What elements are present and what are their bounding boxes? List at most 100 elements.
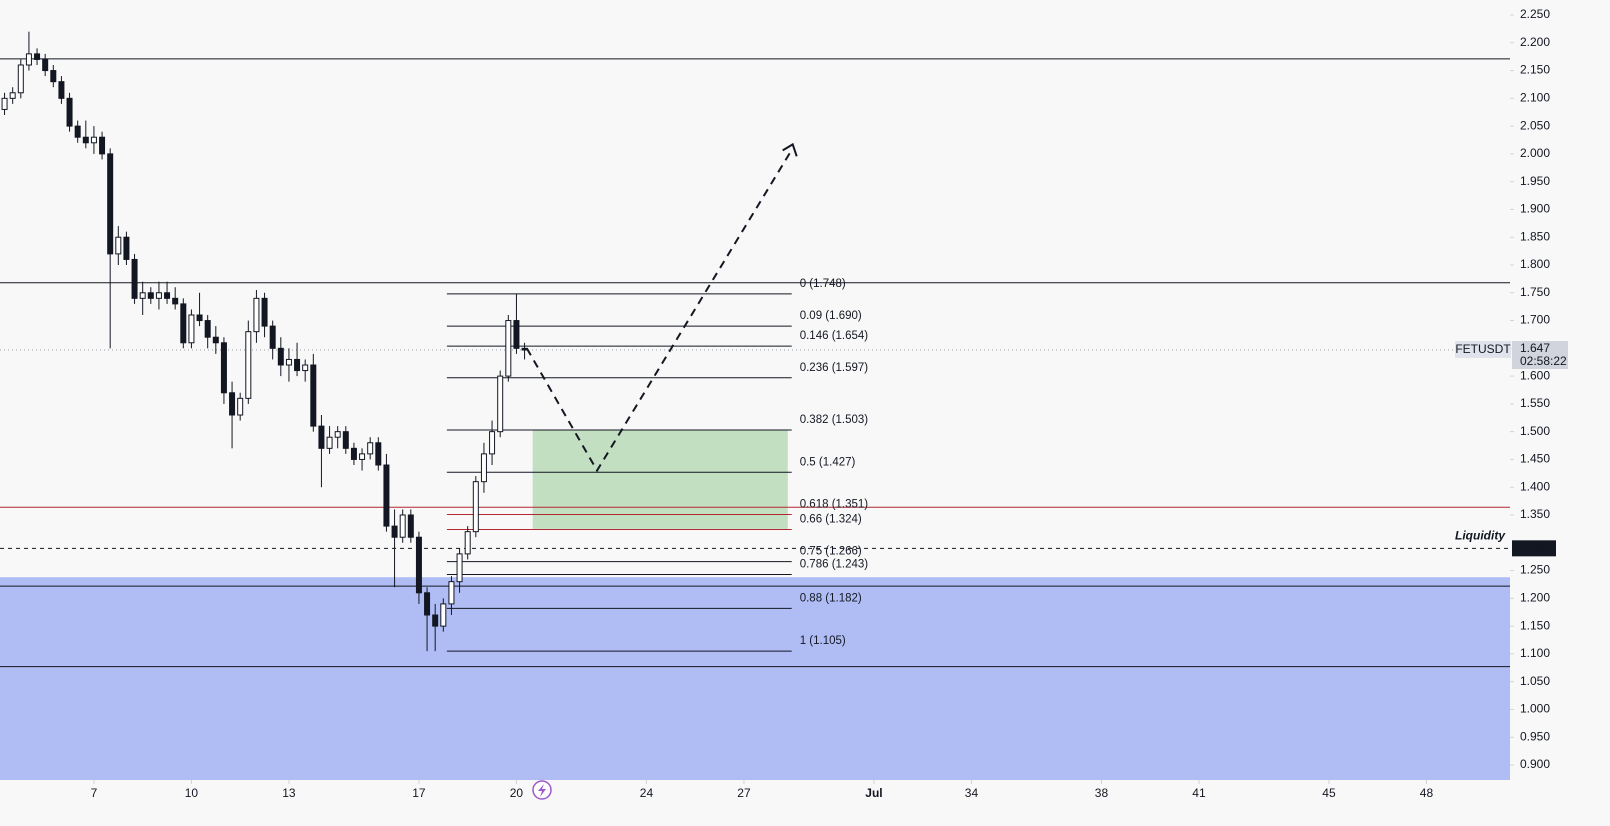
y-tick-label: 1.250 [1520, 563, 1550, 577]
candle-body [383, 464, 390, 527]
fib-label: 0.786 (1.243) [800, 558, 869, 570]
x-tick-label: 38 [1095, 786, 1109, 800]
x-tick-label: 10 [185, 786, 199, 800]
candle-body [480, 453, 487, 483]
candle-body [415, 536, 422, 594]
fib-label: 1 (1.105) [800, 635, 846, 647]
y-tick-label: 2.000 [1520, 146, 1550, 160]
fib-label: 0.5 (1.427) [800, 456, 856, 468]
symbol-label: FETUSDT [1455, 342, 1511, 356]
candle-body [334, 431, 341, 438]
candle-body [497, 375, 504, 433]
candle-body [82, 136, 89, 144]
y-tick-label: 2.100 [1520, 91, 1550, 105]
fib-label: 0.75 (1.266) [800, 546, 862, 558]
candle-body [424, 592, 431, 616]
x-tick-label: 27 [737, 786, 751, 800]
candle-body [58, 81, 65, 99]
candle-body [253, 297, 260, 333]
candle-body [294, 358, 301, 372]
candle-body [34, 53, 41, 60]
y-tick-label: 2.250 [1520, 7, 1550, 21]
candle-body [50, 70, 57, 83]
y-tick-label: 1.050 [1520, 674, 1550, 688]
candle-body [472, 481, 479, 533]
y-tick-label: 1.350 [1520, 507, 1550, 521]
candle-body [375, 442, 382, 466]
candle-body [464, 531, 471, 555]
candle-body [399, 514, 406, 538]
candle-body [25, 53, 32, 66]
candle-body [99, 136, 106, 155]
candle-body [90, 136, 97, 144]
candle-body [440, 603, 447, 627]
candle-body [131, 258, 138, 299]
candle-body [212, 336, 219, 344]
projection-arrowhead [782, 142, 798, 157]
candle-body [513, 320, 520, 349]
fib-label: 0.88 (1.182) [800, 592, 862, 604]
y-tick-label: 0.900 [1520, 757, 1550, 771]
candle-body [115, 236, 122, 255]
fib-label: 0.236 (1.597) [800, 362, 869, 374]
projection-path [525, 147, 794, 473]
liquidity-price-label: 1.290 [1518, 541, 1548, 555]
x-tick-label: 45 [1322, 786, 1336, 800]
y-tick-label: 1.500 [1520, 424, 1550, 438]
candle-body [196, 314, 203, 322]
x-tick-label: 48 [1420, 786, 1434, 800]
candle-body [367, 442, 374, 455]
candle-body [220, 342, 227, 394]
zone [532, 430, 788, 529]
candle-body [229, 392, 236, 416]
candle-body [277, 347, 284, 366]
x-tick-label: 34 [965, 786, 979, 800]
candle-body [123, 236, 130, 260]
x-tick-label: 41 [1192, 786, 1206, 800]
candle-body [302, 364, 309, 372]
candle-body [237, 397, 244, 416]
fib-label: 0.09 (1.690) [800, 310, 862, 322]
zone [0, 577, 1510, 780]
candle-body [66, 97, 73, 127]
y-tick-label: 1.150 [1520, 618, 1550, 632]
candle-body [350, 447, 357, 460]
y-tick-label: 2.150 [1520, 63, 1550, 77]
y-tick-label: 1.600 [1520, 368, 1550, 382]
candle-body [245, 331, 252, 399]
candle-body [285, 358, 292, 366]
fib-label: 0.618 (1.351) [800, 498, 869, 510]
x-tick-label: 17 [412, 786, 426, 800]
candle-body [180, 303, 187, 344]
countdown-label: 02:58:22 [1520, 354, 1567, 368]
candle-body [42, 58, 49, 72]
y-tick-label: 1.700 [1520, 313, 1550, 327]
y-tick-label: 1.850 [1520, 229, 1550, 243]
x-tick-label: 20 [510, 786, 524, 800]
fib-label: 0 (1.748) [800, 278, 846, 290]
y-tick-label: 1.400 [1520, 479, 1550, 493]
candle-body [342, 431, 349, 449]
event-bolt [538, 784, 546, 797]
liquidity-label: Liquidity [1455, 529, 1506, 543]
x-tick-label: 24 [640, 786, 654, 800]
x-tick-label: 7 [91, 786, 98, 800]
candle-body [188, 314, 195, 344]
y-tick-label: 1.000 [1520, 702, 1550, 716]
candle-body [204, 320, 211, 338]
candle-body [310, 364, 317, 427]
y-tick-label: 1.800 [1520, 257, 1550, 271]
candle-body [139, 292, 146, 299]
y-tick-label: 1.100 [1520, 646, 1550, 660]
fib-label: 0.382 (1.503) [800, 414, 869, 426]
candle-body [155, 292, 162, 299]
candle-body [456, 553, 463, 583]
candle-body [269, 325, 276, 349]
candle-body [326, 436, 333, 449]
y-tick-label: 1.550 [1520, 396, 1550, 410]
y-tick-label: 2.050 [1520, 118, 1550, 132]
candle-body [505, 320, 512, 377]
liquidity-tag [1512, 540, 1556, 557]
y-tick-label: 1.750 [1520, 285, 1550, 299]
last-price-label: 1.647 [1520, 341, 1550, 355]
